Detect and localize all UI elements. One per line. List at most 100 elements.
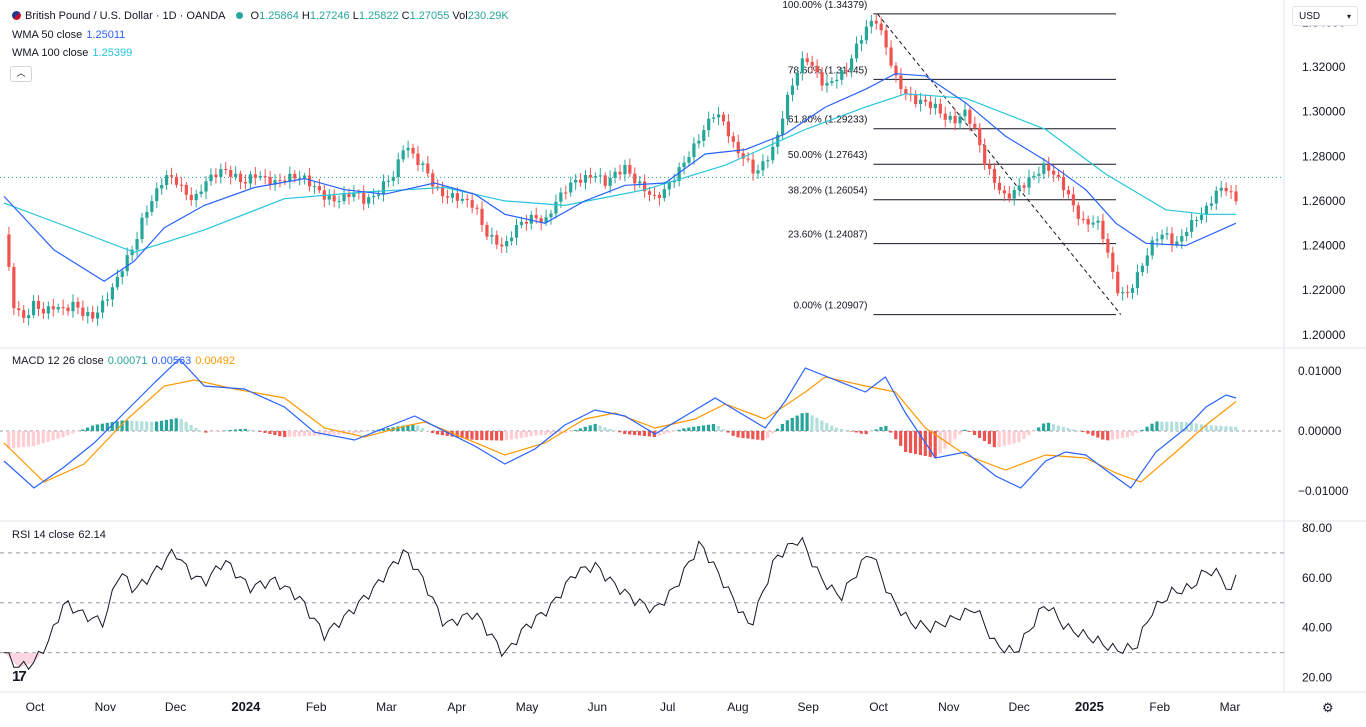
macd-histogram-bar — [214, 431, 218, 432]
macd-histogram-bar — [1160, 421, 1164, 431]
macd-histogram-bar — [248, 429, 252, 431]
candle-down — [904, 89, 908, 95]
macd-histogram-bar — [539, 431, 543, 436]
candle-down — [174, 176, 179, 185]
macd-histogram-bar — [1165, 421, 1169, 431]
close-label: C — [401, 10, 410, 22]
candle-up — [71, 301, 75, 312]
rsi-tick-label: 20.00 — [1302, 671, 1332, 685]
macd-histogram-bar — [110, 422, 114, 431]
candle-down — [845, 70, 849, 72]
price-tick-label: 1.20000 — [1302, 328, 1346, 342]
macd-histogram-bar — [593, 423, 597, 431]
candle-down — [61, 307, 65, 309]
candle-down — [534, 215, 538, 219]
macd-histogram-bar — [854, 431, 858, 433]
macd-line — [3, 358, 1237, 489]
rsi-legend[interactable]: RSI 14 close 62.14 — [12, 529, 106, 541]
candle-up — [1027, 177, 1031, 188]
macd-histogram-bar — [1234, 426, 1238, 431]
candle-up — [623, 164, 627, 175]
candle-up — [194, 194, 198, 201]
macd-histogram-bar — [825, 423, 829, 431]
candle-up — [761, 161, 765, 171]
candle-down — [643, 181, 647, 192]
macd-histogram-bar — [278, 431, 282, 437]
macd-histogram-bar — [253, 430, 257, 432]
macd-label: MACD 12 26 close — [12, 355, 104, 367]
candle-up — [1204, 205, 1209, 215]
macd-histogram-bar — [524, 431, 528, 438]
macd-histogram-bar — [1022, 431, 1026, 440]
candle-down — [268, 176, 272, 185]
currency-label: USD — [1299, 11, 1321, 22]
month-axis-label: May — [516, 700, 539, 714]
market-status-icon — [235, 12, 243, 19]
macd-histogram-bar — [982, 431, 987, 442]
candle-up — [1042, 163, 1046, 174]
macd-histogram-bar — [460, 431, 464, 439]
candle-up — [692, 143, 696, 158]
macd-histogram-bar — [884, 425, 888, 431]
candle-down — [36, 300, 41, 309]
candle-up — [933, 103, 937, 109]
macd-histogram-bar — [36, 431, 40, 445]
candle-up — [830, 81, 834, 83]
candle-down — [283, 180, 287, 182]
candle-down — [751, 159, 755, 174]
macd-histogram-bar — [741, 431, 745, 438]
macd-histogram-bar — [820, 420, 824, 431]
candle-down — [293, 173, 297, 179]
macd-histogram-bar — [1061, 426, 1065, 431]
currency-selector[interactable]: USD ▾ — [1292, 6, 1358, 26]
macd-histogram-bar — [977, 431, 982, 438]
candle-up — [258, 175, 262, 178]
month-axis-label: Nov — [95, 700, 116, 714]
candle-up — [1165, 233, 1169, 235]
macd-tick-label: 0.00000 — [1298, 424, 1342, 438]
macd-histogram-bar — [1214, 425, 1218, 431]
tradingview-logo[interactable]: 17 — [12, 668, 27, 685]
macd-histogram-bar — [973, 431, 977, 435]
macd-histogram-bar — [874, 429, 878, 431]
gear-icon[interactable]: ⚙ — [1322, 700, 1334, 715]
fib-level-label: 78.60% (1.31445) — [788, 65, 868, 76]
wma50-legend[interactable]: WMA 50 close 1.25011 — [12, 29, 125, 41]
candle-up — [948, 115, 952, 120]
macd-histogram-bar — [770, 431, 775, 434]
macd-histogram-bar — [766, 431, 770, 439]
candle-down — [874, 20, 878, 24]
macd-histogram-bar — [1037, 427, 1041, 431]
macd-histogram-bar — [495, 431, 499, 441]
macd-histogram-bar — [120, 420, 124, 431]
macd-histogram-bar — [1170, 421, 1174, 431]
candle-down — [184, 184, 188, 195]
macd-histogram-bar — [159, 420, 164, 431]
symbol-legend: British Pound / U.S. Dollar · 1D · OANDA… — [12, 10, 509, 22]
macd-histogram-bar — [780, 423, 785, 431]
wma100-legend[interactable]: WMA 100 close 1.25399 — [12, 47, 132, 59]
candle-down — [1066, 190, 1071, 195]
candle-down — [1002, 190, 1006, 194]
macd-histogram-bar — [1209, 425, 1213, 431]
macd-signal-line — [3, 376, 1237, 483]
month-axis-label: Dec — [165, 700, 186, 714]
macd-histogram-bar — [297, 431, 302, 437]
macd-histogram-bar — [100, 423, 104, 431]
fib-level-label: 38.20% (1.26054) — [788, 186, 868, 197]
candle-down — [332, 195, 336, 202]
rsi-value: 62.14 — [78, 529, 106, 541]
month-axis-label: Oct — [869, 700, 888, 714]
macd-histogram-bar — [130, 420, 134, 431]
macd-histogram-bar — [963, 429, 967, 431]
macd-legend[interactable]: MACD 12 26 close 0.00071 0.00563 0.00492 — [12, 355, 235, 367]
collapse-legend-button[interactable]: ︿ — [10, 66, 32, 82]
macd-histogram-bar — [1106, 431, 1110, 441]
candle-up — [145, 211, 149, 218]
candle-down — [1111, 252, 1115, 272]
macd-histogram-bar — [21, 431, 26, 448]
candle-down — [652, 194, 657, 196]
high-value: 1.27246 — [309, 10, 350, 22]
macd-histogram-bar — [637, 431, 642, 436]
